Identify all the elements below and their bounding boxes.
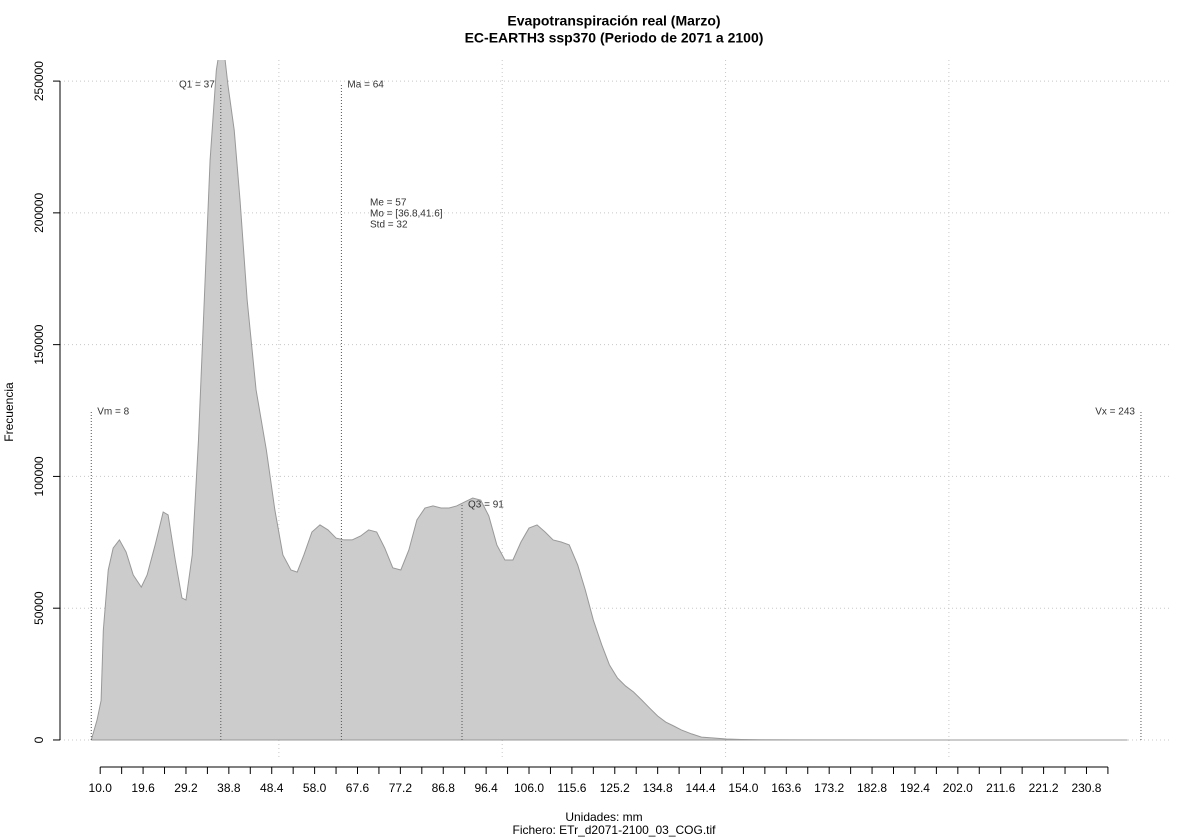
- x-tick-label: 125.2: [600, 781, 630, 795]
- x-tick-label: 106.0: [514, 781, 544, 795]
- y-tick-label: 250000: [32, 61, 46, 101]
- marker-label: Q3 = 91: [468, 500, 504, 511]
- x-tick-label: 115.6: [557, 781, 586, 795]
- x-tick-label: 77.2: [389, 781, 413, 795]
- y-tick-label: 150000: [32, 324, 46, 364]
- stat-label: Mo = [36.8,41.6]: [370, 209, 443, 220]
- x-tick-label: 10.0: [89, 781, 113, 795]
- x-tick-label: 221.2: [1029, 781, 1059, 795]
- chart-title: Evapotranspiración real (Marzo): [507, 13, 720, 29]
- x-tick-label: 48.4: [260, 781, 284, 795]
- x-tick-label: 163.6: [771, 781, 801, 795]
- y-tick-label: 50000: [32, 591, 46, 625]
- x-tick-label: 134.8: [643, 781, 673, 795]
- x-tick-label: 29.2: [174, 781, 198, 795]
- x-tick-label: 67.6: [346, 781, 370, 795]
- x-axis-label: Unidades: mm: [565, 810, 642, 824]
- x-tick-label: 154.0: [728, 781, 758, 795]
- x-tick-label: 173.2: [814, 781, 844, 795]
- chart-subtitle: EC-EARTH3 ssp370 (Periodo de 2071 a 2100…: [465, 30, 764, 46]
- y-axis-label: Frecuencia: [2, 382, 16, 442]
- footnote: Fichero: ETr_d2071-2100_03_COG.tif: [513, 823, 717, 837]
- x-tick-label: 192.4: [900, 781, 930, 795]
- x-tick-label: 38.8: [217, 781, 241, 795]
- marker-label: Vm = 8: [97, 407, 129, 418]
- marker-label: Ma = 64: [347, 80, 384, 91]
- y-tick-label: 200000: [32, 193, 46, 233]
- marker-label: Vx = 243: [1095, 407, 1135, 418]
- y-tick-label: 0: [32, 736, 46, 743]
- x-tick-label: 211.6: [986, 781, 1015, 795]
- plot-area: [90, 60, 1128, 741]
- x-tick-label: 86.8: [432, 781, 456, 795]
- marker-label: Q1 = 37: [179, 80, 215, 91]
- x-tick-label: 96.4: [474, 781, 498, 795]
- x-tick-label: 230.8: [1071, 781, 1101, 795]
- y-tick-label: 100000: [32, 456, 46, 496]
- stat-label: Me = 57: [370, 198, 407, 209]
- x-tick-label: 202.0: [943, 781, 973, 795]
- stat-label: Std = 32: [370, 220, 408, 231]
- x-tick-label: 182.8: [857, 781, 887, 795]
- density-area: [90, 60, 1128, 741]
- x-tick-label: 58.0: [303, 781, 327, 795]
- x-tick-label: 144.4: [686, 781, 716, 795]
- x-tick-label: 19.6: [131, 781, 155, 795]
